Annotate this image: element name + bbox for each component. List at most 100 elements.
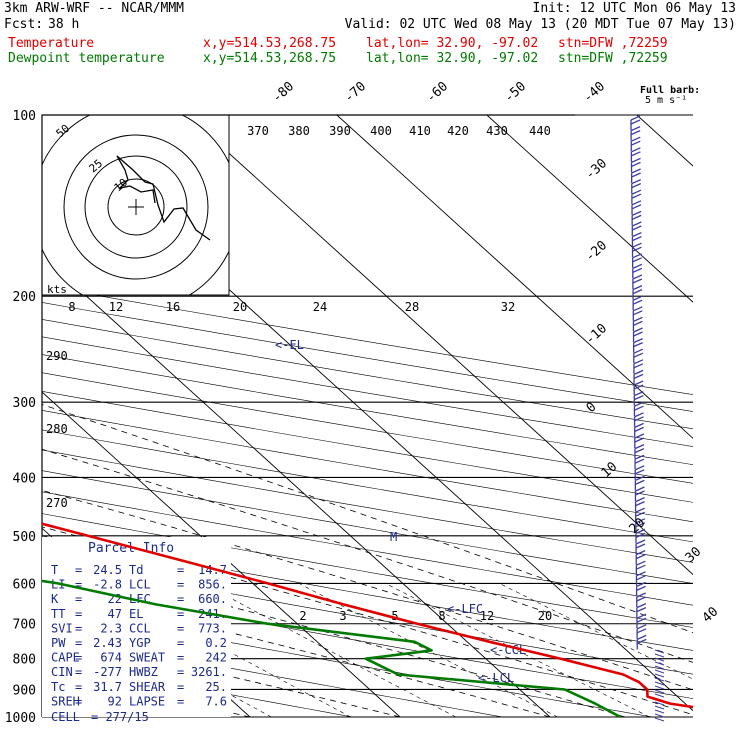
isotherm-label: -70	[342, 79, 369, 106]
wind-barb-flag	[635, 543, 646, 549]
mixing-ratio-line	[202, 583, 456, 717]
wind-barb-flag	[634, 448, 645, 454]
forecast-label: Fcst:	[4, 17, 44, 32]
pressure-label: 1000	[5, 711, 36, 726]
parcel-info-value: 242	[205, 651, 227, 665]
wind-barb-low	[654, 693, 665, 698]
parcel-info-equals: =	[75, 592, 82, 606]
wind-barb-flag	[636, 603, 647, 609]
wind-barb-flag	[634, 454, 645, 460]
wind-barb-flag	[632, 299, 643, 305]
wind-barb-flag	[634, 412, 644, 418]
wind-barb-low	[654, 669, 665, 674]
parcel-info-equals: =	[177, 607, 184, 621]
wind-barb-flag	[635, 479, 645, 485]
temperature-series	[42, 522, 693, 709]
theta-label: 430	[486, 124, 508, 138]
wind-barb-flag	[632, 263, 643, 269]
wind-barb-flag	[635, 518, 646, 524]
wind-barb-flag	[632, 278, 643, 284]
wind-barbs: Full barb:5 m s⁻¹	[630, 85, 700, 722]
wind-barb-low	[654, 701, 665, 706]
mixing-ratio-line	[499, 583, 693, 680]
wind-barb-low	[654, 709, 665, 714]
temperature-xy: x,y=514.53,268.75	[203, 36, 337, 51]
wind-barb-flag	[633, 338, 643, 344]
parcel-info-equals: =	[177, 563, 184, 577]
isotherm-line	[186, 115, 693, 576]
wind-barb-flag	[632, 221, 642, 227]
wind-barb-low	[654, 673, 665, 678]
parcel-info-equals: =	[177, 694, 184, 708]
wind-barb-flag	[631, 172, 641, 178]
parcel-info-key: LAPSE	[129, 694, 165, 708]
theta-label: 290	[46, 349, 68, 363]
mixing-ratio-label: 5	[391, 609, 398, 623]
dewpoint-line	[42, 579, 622, 717]
wind-barb-flag	[631, 147, 641, 153]
parcel-info-equals: =	[75, 651, 82, 665]
parcel-info-value: 856.	[198, 578, 227, 592]
wind-barb-flag	[634, 444, 645, 450]
wind-barb-flag	[633, 352, 644, 358]
pressure-label: 200	[13, 290, 36, 305]
wind-barb-flag	[635, 528, 646, 534]
temperature-station: stn=DFW ,72259	[558, 36, 668, 51]
mixing-ratio-label: 12	[480, 609, 494, 623]
wind-barb-flag	[636, 628, 647, 634]
wind-barb-low	[654, 689, 665, 694]
parcel-info-equals: =	[177, 680, 184, 694]
wind-barb-flag	[633, 373, 644, 379]
pressure-label: 700	[13, 618, 36, 633]
wind-barb-flag	[634, 391, 644, 397]
wind-barb-flag	[636, 596, 646, 602]
wind-barb-flag	[634, 395, 644, 401]
wind-barb-flag	[630, 115, 641, 121]
mixing-ratio-label: 8	[438, 609, 445, 623]
wind-barb-flag	[632, 246, 642, 252]
theta-label: 390	[329, 124, 351, 138]
theta-labels: 370 380 390 400 410 420 430 440 290 280 270	[46, 124, 551, 510]
parcel-info-key: SWEAT	[129, 651, 165, 665]
hodograph-speed-label: 12	[109, 300, 123, 314]
dry-adiabat-line	[42, 319, 693, 430]
pressure-label: 300	[13, 396, 36, 411]
parcel-info-key: YGP	[129, 636, 151, 650]
wind-barb-flag	[633, 380, 644, 386]
dry-adiabat-line	[42, 354, 693, 465]
parcel-info-key: K	[51, 592, 59, 606]
dewpoint-series	[42, 579, 622, 717]
isotherm-label: -50	[502, 79, 529, 106]
wind-barb-flag	[635, 522, 646, 528]
wind-barb-flag	[636, 638, 647, 644]
wind-barb-flag	[635, 507, 645, 513]
wind-barb-flag	[635, 486, 645, 492]
parcel-info-value: 2.3	[100, 621, 122, 635]
dewpoint-latlon: lat,lon= 32.90, -97.02	[366, 51, 539, 66]
forecast-hour: 38 h	[48, 17, 80, 32]
isotherm-line	[42, 391, 401, 717]
wind-barb-flag	[633, 320, 643, 326]
wind-barb-flag	[630, 140, 641, 146]
wind-barb-flag	[632, 242, 642, 248]
parcel-info-value: -277	[93, 665, 122, 679]
parcel-info-key: EL	[129, 607, 143, 621]
dewpoint-station: stn=DFW ,72259	[558, 51, 668, 66]
isotherm-label: -40	[581, 79, 608, 106]
wind-barb-flag	[631, 189, 642, 195]
wind-barb-low	[654, 685, 665, 690]
dewpoint-xy: x,y=514.53,268.75	[203, 51, 337, 66]
parcel-info-value: 92	[108, 694, 122, 708]
wind-barb-flag	[635, 501, 645, 507]
wind-barb-flag	[631, 161, 641, 167]
hodograph-ring	[63, 134, 209, 280]
wind-barb-flag	[632, 236, 642, 242]
parcel-info-equals: =	[75, 694, 82, 708]
wind-barb-flag	[635, 511, 645, 517]
wind-barb-flag	[630, 130, 641, 136]
wind-barb-flag	[631, 210, 642, 216]
isotherm-line	[486, 115, 693, 303]
temperature-line	[42, 522, 693, 709]
